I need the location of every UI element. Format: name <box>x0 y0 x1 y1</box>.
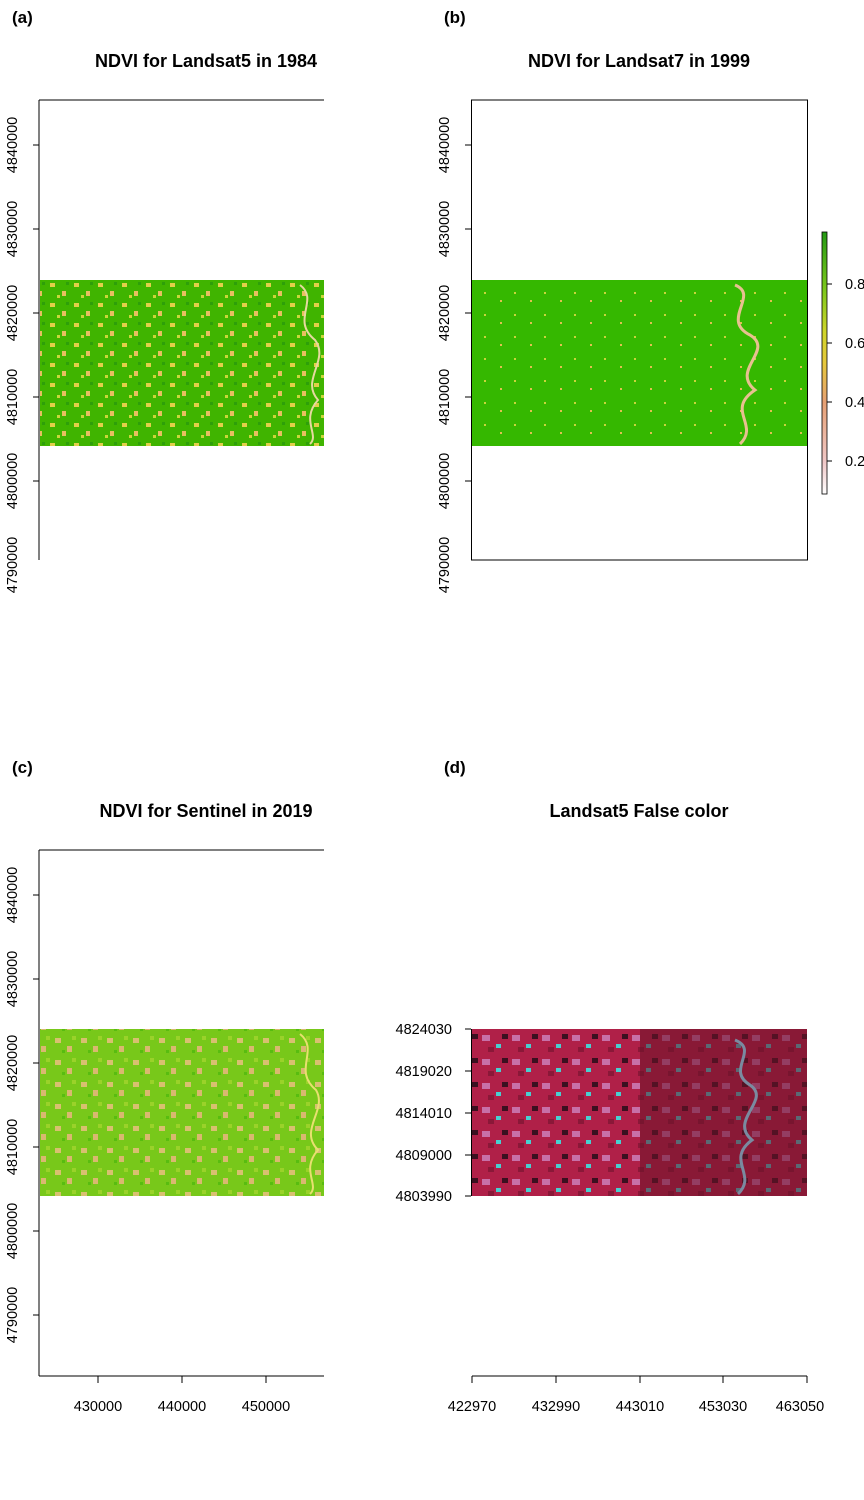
panel-b-y-tick-label: 4840000 <box>437 117 453 173</box>
panel-c-ndvi-raster <box>40 1029 324 1196</box>
panel-b-river <box>734 283 760 446</box>
ndvi-legend-bar <box>821 231 828 495</box>
panel-d-y-tick-label: 4819020 <box>396 1064 452 1080</box>
panel-b-label: (b) <box>444 8 466 27</box>
panel-c-x-tick-label: 430000 <box>74 1399 122 1415</box>
panel-c: (c) NDVI for Sentinel in 2019 4840000 48… <box>5 758 324 1415</box>
panel-c-y-tick-label: 4790000 <box>5 1287 21 1343</box>
panel-c-y-tick-label: 4830000 <box>5 951 21 1007</box>
panel-a-y-tick-label: 4830000 <box>5 201 21 257</box>
ndvi-legend: 0.8 0.6 0.4 0.2 <box>821 231 864 495</box>
panel-d-x-tick-label: 422970 <box>448 1399 496 1415</box>
panel-b-y-tick-label: 4810000 <box>437 369 453 425</box>
panel-c-y-tick-label: 4810000 <box>5 1119 21 1175</box>
panel-a-label: (a) <box>12 8 33 27</box>
ndvi-legend-tick-label: 0.6 <box>845 336 864 352</box>
panel-a-river <box>299 284 321 445</box>
panel-d-river <box>734 1038 758 1196</box>
panel-c-x-tick-label: 440000 <box>158 1399 206 1415</box>
panel-c-x-tick-label: 450000 <box>242 1399 290 1415</box>
panel-a-y-tick-label: 4790000 <box>5 537 21 593</box>
panel-d-x-tick-label: 453030 <box>699 1399 747 1415</box>
panel-a-title: NDVI for Landsat5 in 1984 <box>95 51 317 71</box>
panel-c-y-tick-label: 4820000 <box>5 1035 21 1091</box>
panel-c-y-tick-label: 4800000 <box>5 1203 21 1259</box>
panel-c-x-ticks: 430000 440000 450000 <box>74 1376 290 1415</box>
panel-c-y-ticks: 4840000 4830000 4820000 4810000 4800000 … <box>5 867 39 1343</box>
panel-a-y-tick-label: 4820000 <box>5 285 21 341</box>
panel-c-title: NDVI for Sentinel in 2019 <box>99 801 312 821</box>
panel-a-y-tick-label: 4810000 <box>5 369 21 425</box>
panel-d-dark-region <box>640 1029 807 1196</box>
panel-a-y-tick-label: 4840000 <box>5 117 21 173</box>
panel-d-y-tick-label: 4809000 <box>396 1148 452 1164</box>
panel-b-y-ticks: 4840000 4830000 4820000 4810000 4800000 … <box>437 117 471 593</box>
panel-d-x-ticks: 422970 432990 443010 453030 463050 <box>448 1376 824 1415</box>
ndvi-legend-tick-label: 0.2 <box>845 454 864 470</box>
panel-a-ndvi-raster <box>40 280 324 446</box>
panel-b-frame <box>471 99 808 561</box>
panel-a-y-tick-label: 4800000 <box>5 453 21 509</box>
ndvi-legend-tick-label: 0.8 <box>845 277 864 293</box>
panel-d: (d) Landsat5 False color 4824030 4819020… <box>396 758 825 1415</box>
panel-d-label: (d) <box>444 758 466 777</box>
panel-d-title: Landsat5 False color <box>549 801 728 821</box>
panel-d-y-tick-label: 4803990 <box>396 1189 452 1205</box>
panel-b-y-tick-label: 4790000 <box>437 537 453 593</box>
panel-b-y-tick-label: 4800000 <box>437 453 453 509</box>
panel-d-y-tick-label: 4824030 <box>396 1022 452 1038</box>
panel-b-title: NDVI for Landsat7 in 1999 <box>528 51 750 71</box>
ndvi-legend-tick-label: 0.4 <box>845 395 864 411</box>
panel-b-y-tick-label: 4830000 <box>437 201 453 257</box>
panel-b: (b) NDVI for Landsat7 in 1999 4840000 48… <box>437 8 864 593</box>
panel-b-ndvi-raster <box>472 280 807 446</box>
panel-c-river <box>299 1033 320 1195</box>
panel-d-y-ticks: 4824030 4819020 4814010 4809000 4803990 <box>396 1022 471 1205</box>
panel-d-x-tick-label: 463050 <box>776 1399 824 1415</box>
panel-d-y-tick-label: 4814010 <box>396 1106 452 1122</box>
panel-c-y-tick-label: 4840000 <box>5 867 21 923</box>
panel-d-x-tick-label: 443010 <box>616 1399 664 1415</box>
panel-a-y-ticks: 4840000 4830000 4820000 4810000 4800000 … <box>5 117 39 593</box>
panel-b-y-tick-label: 4820000 <box>437 285 453 341</box>
panel-d-x-tick-label: 432990 <box>532 1399 580 1415</box>
panel-c-label: (c) <box>12 758 33 777</box>
panel-a: (a) NDVI for Landsat5 in 1984 4840000 48… <box>5 8 324 593</box>
